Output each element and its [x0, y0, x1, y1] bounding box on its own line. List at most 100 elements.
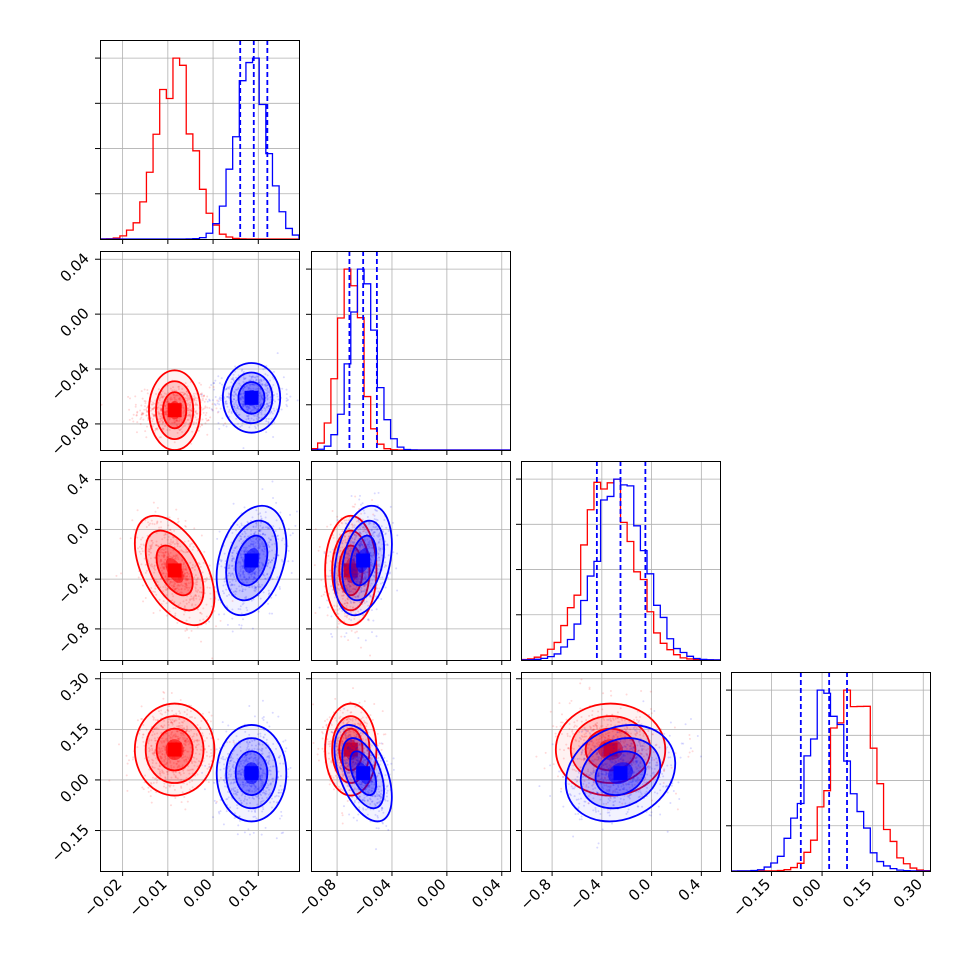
scatter-point — [231, 559, 234, 562]
scatter-point — [188, 575, 191, 578]
scatter-point — [232, 378, 235, 381]
scatter-point — [396, 552, 399, 555]
scatter-point — [191, 430, 194, 433]
scatter-point — [359, 494, 362, 497]
panel-frame — [100, 251, 300, 451]
scatter-point — [252, 545, 255, 548]
scatter-point — [177, 517, 180, 520]
scatter-point — [258, 561, 261, 564]
scatter-point — [140, 416, 143, 419]
scatter-point — [168, 418, 171, 421]
scatter-point — [191, 548, 194, 551]
scatter-point — [184, 582, 187, 585]
scatter-point — [193, 403, 196, 406]
scatter-point — [218, 403, 221, 406]
scatter-point — [275, 837, 278, 840]
scatter-point — [169, 551, 172, 554]
scatter-point — [260, 379, 263, 382]
scatter-point — [239, 393, 242, 396]
scatter-point — [264, 511, 267, 514]
scatter-point — [277, 715, 280, 718]
scatter-point — [267, 589, 270, 592]
scatter-point — [258, 557, 261, 560]
scatter-point — [228, 593, 231, 596]
scatter-point — [182, 400, 185, 403]
scatter-point — [248, 704, 251, 707]
scatter-point — [160, 551, 163, 554]
scatter-point — [160, 409, 163, 412]
scatter-point — [156, 521, 159, 524]
scatter-point — [174, 421, 177, 424]
scatter-point — [173, 585, 176, 588]
scatter-point — [247, 417, 250, 420]
scatter-point — [258, 538, 261, 541]
scatter-point — [168, 418, 171, 421]
scatter-point — [260, 394, 263, 397]
scatter-point — [166, 551, 169, 554]
scatter-point — [361, 502, 364, 505]
scatter-point — [183, 574, 186, 577]
scatter-point — [160, 395, 163, 398]
scatter-point — [227, 724, 230, 727]
scatter-point — [142, 418, 145, 421]
scatter-point — [195, 418, 198, 421]
scatter-point — [184, 572, 187, 575]
scatter-point — [141, 584, 144, 587]
scatter-point — [234, 392, 237, 395]
scatter-point — [258, 416, 261, 419]
scatter-point — [186, 575, 189, 578]
scatter-point — [163, 563, 166, 566]
scatter-point — [176, 556, 179, 559]
scatter-point — [331, 588, 334, 591]
scatter-point — [126, 762, 129, 765]
scatter-point — [196, 397, 199, 400]
scatter-point — [230, 541, 233, 544]
scatter-point — [190, 595, 193, 598]
scatter-point — [261, 397, 264, 400]
scatter-point — [161, 548, 164, 551]
scatter-point — [171, 587, 174, 590]
scatter-point — [142, 788, 145, 791]
scatter-point — [257, 586, 260, 589]
scatter-point — [156, 506, 159, 509]
scatter-point — [230, 381, 233, 384]
scatter-point — [213, 596, 216, 599]
scatter-point — [291, 560, 294, 563]
scatter-point — [144, 519, 147, 522]
scatter-point — [253, 587, 256, 590]
scatter-point — [174, 419, 177, 422]
scatter-point — [260, 413, 263, 416]
scatter-point — [224, 401, 227, 404]
scatter-point — [173, 588, 176, 591]
scatter-point — [157, 410, 160, 413]
scatter-point — [258, 542, 261, 545]
scatter-point — [239, 535, 242, 538]
scatter-point — [371, 499, 374, 502]
scatter-point — [330, 615, 333, 618]
scatter-point — [163, 425, 166, 428]
scatter-point — [133, 528, 136, 531]
scatter-point — [147, 521, 150, 524]
scatter-point — [231, 583, 234, 586]
scatter-point — [205, 615, 208, 618]
scatter-point — [173, 418, 176, 421]
scatter-point — [261, 382, 264, 385]
scatter-point — [153, 414, 156, 417]
scatter-point — [263, 413, 266, 416]
scatter-point — [193, 421, 196, 424]
scatter-point — [206, 400, 209, 403]
scatter-point — [160, 408, 163, 411]
scatter-point — [183, 605, 186, 608]
scatter-point — [141, 413, 144, 416]
scatter-point — [164, 404, 167, 407]
scatter-point — [186, 397, 189, 400]
scatter-point — [212, 386, 215, 389]
scatter-point — [395, 567, 398, 570]
scatter-point — [258, 392, 261, 395]
plot-area — [108, 690, 292, 840]
scatter-point — [136, 719, 139, 722]
scatter-point — [173, 600, 176, 603]
scatter-point — [238, 589, 241, 592]
red-peak — [167, 742, 182, 757]
scatter-point — [268, 550, 271, 553]
